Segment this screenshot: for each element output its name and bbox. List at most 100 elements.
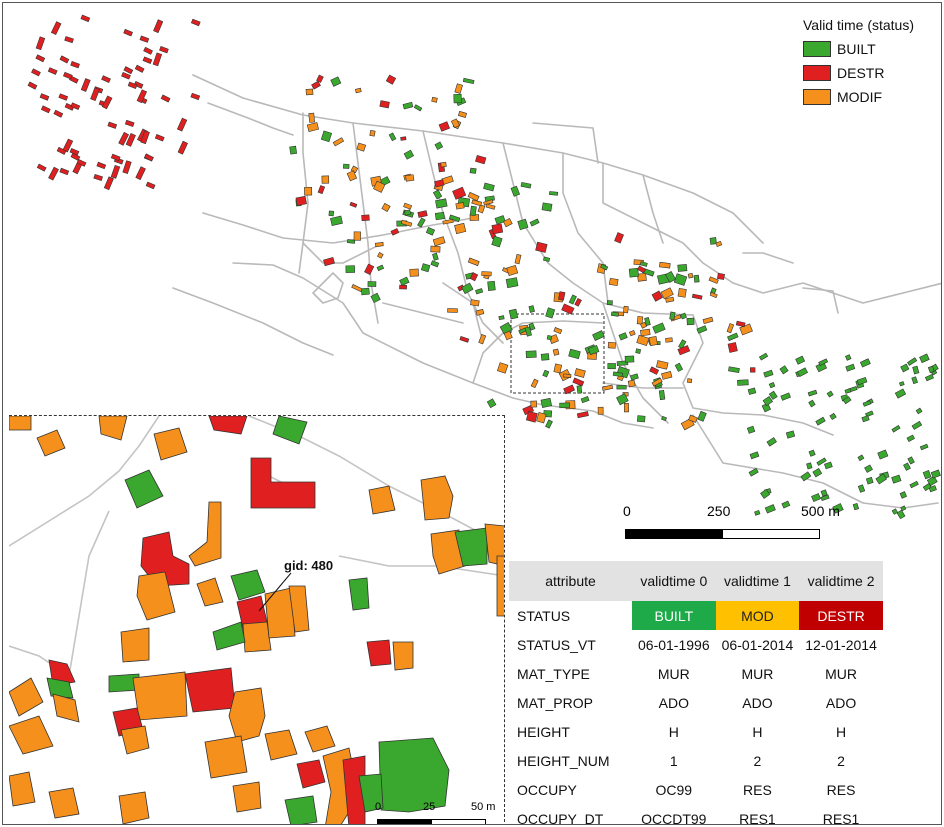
- inset-building: [184, 667, 236, 713]
- cell-v1: 06-01-2014: [721, 636, 794, 653]
- building: [432, 236, 446, 247]
- building: [587, 344, 600, 356]
- building: [136, 89, 148, 104]
- cell-v0: 1: [669, 752, 678, 769]
- building: [417, 210, 428, 218]
- building: [553, 327, 563, 335]
- table-row-status: STATUS BUILT MOD DESTR: [509, 601, 883, 630]
- building: [669, 311, 676, 320]
- building: [737, 379, 749, 386]
- scale-label-250: 250: [707, 503, 731, 519]
- building: [648, 335, 658, 347]
- building: [614, 232, 624, 244]
- building: [911, 376, 918, 385]
- building: [101, 95, 113, 110]
- building: [688, 414, 698, 423]
- building: [520, 181, 532, 189]
- building: [746, 425, 756, 434]
- building: [58, 93, 69, 101]
- inset-building: [9, 771, 36, 807]
- building: [624, 355, 635, 363]
- building: [107, 121, 118, 129]
- building: [455, 202, 465, 210]
- building: [528, 305, 535, 313]
- building: [660, 287, 674, 300]
- building: [400, 136, 407, 141]
- building: [93, 173, 103, 182]
- cell-v0: 06-01-1996: [638, 636, 710, 653]
- building: [76, 159, 87, 167]
- building: [865, 410, 874, 418]
- cell-v1: H: [752, 723, 763, 740]
- scale-segment-white: [722, 529, 820, 539]
- building: [726, 323, 735, 334]
- building: [448, 214, 461, 223]
- building: [127, 81, 138, 89]
- inset-map: [9, 415, 505, 824]
- building: [907, 456, 915, 465]
- building: [549, 191, 559, 196]
- building: [31, 68, 41, 77]
- building: [459, 336, 470, 343]
- cell-v2: 2: [837, 752, 845, 769]
- building: [47, 67, 58, 75]
- legend-swatch-built: [803, 41, 831, 57]
- building: [417, 217, 426, 228]
- building: [295, 195, 307, 206]
- building: [607, 363, 616, 370]
- building: [845, 354, 852, 361]
- building: [59, 167, 70, 176]
- building: [612, 371, 624, 378]
- building: [891, 424, 901, 433]
- header-attribute: attribute: [509, 561, 632, 601]
- building: [454, 83, 463, 94]
- row-key: OCCUPY: [517, 781, 577, 798]
- building: [434, 141, 444, 151]
- cell-v2: H: [836, 723, 847, 740]
- building: [780, 392, 791, 401]
- building: [483, 199, 494, 206]
- building: [592, 330, 605, 341]
- building: [915, 407, 923, 415]
- building: [125, 133, 136, 147]
- building: [525, 410, 538, 423]
- building: [160, 94, 171, 103]
- building: [431, 96, 438, 103]
- inset-extent-box: [510, 313, 605, 394]
- building: [637, 265, 647, 274]
- cell-v2: RES1: [822, 810, 860, 825]
- inset-building: [496, 555, 504, 617]
- inset-building: [272, 416, 308, 445]
- inset-building: [484, 523, 504, 567]
- building: [563, 373, 572, 378]
- building: [862, 400, 872, 407]
- building: [457, 110, 468, 118]
- building: [59, 55, 70, 64]
- building: [576, 411, 589, 419]
- building: [323, 257, 335, 267]
- row-key: HEIGHT: [517, 723, 570, 740]
- building: [748, 467, 759, 477]
- building: [379, 100, 390, 109]
- inset-building: [132, 671, 188, 721]
- building: [618, 332, 628, 341]
- cell-v0: MUR: [657, 665, 690, 682]
- status-cell-destr: DESTR: [799, 601, 883, 630]
- table-row: HEIGHT_NUM 1 2 2: [509, 746, 883, 775]
- building: [673, 273, 688, 286]
- building: [40, 105, 51, 114]
- inset-building: [392, 641, 414, 671]
- cell-v0: H: [668, 723, 679, 740]
- building: [36, 163, 47, 172]
- building: [374, 241, 384, 248]
- row-key: STATUS_VT: [517, 636, 596, 653]
- legend-swatch-destr: [803, 65, 831, 81]
- cell-v2: 12-01-2014: [805, 636, 877, 653]
- building: [607, 341, 616, 349]
- building: [891, 508, 899, 515]
- building: [919, 443, 929, 451]
- building: [747, 387, 757, 395]
- building: [651, 377, 663, 387]
- building: [35, 36, 46, 51]
- building: [616, 385, 627, 390]
